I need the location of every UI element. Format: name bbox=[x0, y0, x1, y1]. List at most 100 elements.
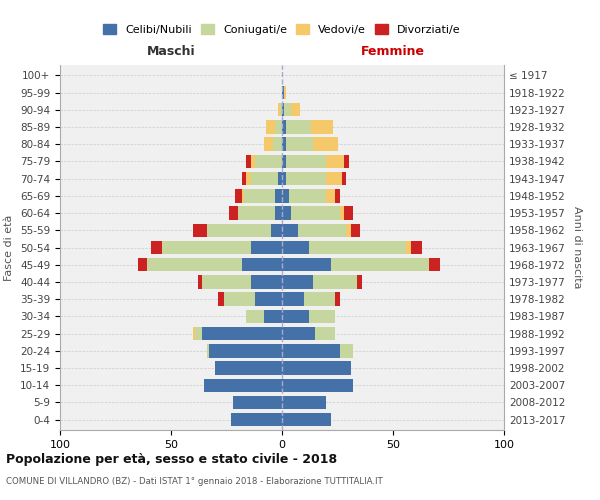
Bar bbox=[202, 327, 282, 340]
Bar bbox=[282, 120, 286, 134]
Bar bbox=[282, 138, 286, 151]
Bar bbox=[340, 344, 353, 358]
Bar bbox=[266, 120, 275, 134]
Bar bbox=[313, 275, 358, 288]
Bar bbox=[342, 172, 346, 186]
Bar bbox=[344, 154, 349, 168]
Bar bbox=[273, 138, 282, 151]
Bar bbox=[282, 327, 316, 340]
Bar bbox=[242, 258, 282, 272]
Bar bbox=[282, 413, 331, 426]
Bar bbox=[275, 189, 282, 202]
Bar bbox=[242, 172, 247, 186]
Bar bbox=[251, 275, 282, 288]
Bar bbox=[326, 154, 344, 168]
Bar bbox=[278, 103, 280, 117]
Bar bbox=[282, 378, 353, 392]
Bar bbox=[289, 189, 326, 202]
Bar bbox=[286, 154, 326, 168]
Bar bbox=[282, 86, 284, 100]
Bar bbox=[275, 120, 282, 134]
Bar bbox=[204, 378, 282, 392]
Bar bbox=[264, 310, 282, 323]
Bar bbox=[282, 206, 291, 220]
Bar bbox=[282, 344, 340, 358]
Y-axis label: Fasce di età: Fasce di età bbox=[4, 214, 14, 280]
Bar bbox=[282, 224, 298, 237]
Bar bbox=[282, 310, 308, 323]
Y-axis label: Anni di nascita: Anni di nascita bbox=[572, 206, 582, 289]
Bar bbox=[406, 241, 411, 254]
Bar bbox=[224, 292, 256, 306]
Bar bbox=[286, 172, 326, 186]
Bar bbox=[286, 120, 311, 134]
Bar bbox=[193, 327, 196, 340]
Bar bbox=[197, 275, 202, 288]
Bar bbox=[282, 258, 331, 272]
Bar bbox=[193, 224, 206, 237]
Bar bbox=[326, 172, 342, 186]
Bar bbox=[282, 189, 289, 202]
Bar bbox=[162, 241, 251, 254]
Bar bbox=[291, 206, 340, 220]
Bar bbox=[251, 241, 282, 254]
Text: Femmine: Femmine bbox=[361, 44, 425, 58]
Bar bbox=[282, 154, 286, 168]
Bar bbox=[411, 241, 422, 254]
Bar bbox=[316, 327, 335, 340]
Bar bbox=[247, 154, 251, 168]
Bar bbox=[282, 172, 286, 186]
Bar bbox=[358, 275, 362, 288]
Bar bbox=[351, 224, 360, 237]
Bar bbox=[282, 396, 326, 409]
Bar bbox=[151, 241, 162, 254]
Bar bbox=[304, 292, 335, 306]
Bar bbox=[244, 189, 275, 202]
Bar bbox=[428, 258, 440, 272]
Bar bbox=[206, 224, 271, 237]
Bar bbox=[209, 344, 282, 358]
Bar bbox=[278, 172, 282, 186]
Text: COMUNE DI VILLANDRO (BZ) - Dati ISTAT 1° gennaio 2018 - Elaborazione TUTTITALIA.: COMUNE DI VILLANDRO (BZ) - Dati ISTAT 1°… bbox=[6, 478, 383, 486]
Bar bbox=[282, 103, 284, 117]
Bar bbox=[282, 292, 304, 306]
Bar bbox=[346, 224, 351, 237]
Bar bbox=[344, 206, 353, 220]
Bar bbox=[256, 154, 282, 168]
Bar bbox=[251, 154, 256, 168]
Bar bbox=[247, 310, 264, 323]
Text: Maschi: Maschi bbox=[146, 44, 196, 58]
Bar bbox=[282, 362, 351, 374]
Bar bbox=[238, 206, 275, 220]
Bar bbox=[218, 292, 224, 306]
Bar bbox=[242, 189, 244, 202]
Bar bbox=[331, 258, 428, 272]
Bar bbox=[340, 206, 344, 220]
Bar bbox=[286, 138, 313, 151]
Bar bbox=[284, 86, 286, 100]
Bar bbox=[291, 103, 300, 117]
Text: Popolazione per età, sesso e stato civile - 2018: Popolazione per età, sesso e stato civil… bbox=[6, 452, 337, 466]
Bar bbox=[282, 241, 308, 254]
Bar bbox=[275, 206, 282, 220]
Bar bbox=[138, 258, 146, 272]
Bar bbox=[247, 172, 251, 186]
Bar bbox=[251, 172, 278, 186]
Bar bbox=[284, 103, 291, 117]
Bar bbox=[271, 224, 282, 237]
Bar bbox=[215, 362, 282, 374]
Bar bbox=[233, 396, 282, 409]
Bar bbox=[256, 292, 282, 306]
Bar bbox=[235, 189, 242, 202]
Bar bbox=[206, 344, 209, 358]
Legend: Celibi/Nubili, Coniugati/e, Vedovi/e, Divorziati/e: Celibi/Nubili, Coniugati/e, Vedovi/e, Di… bbox=[99, 20, 465, 39]
Bar bbox=[308, 241, 406, 254]
Bar bbox=[229, 206, 238, 220]
Bar bbox=[146, 258, 242, 272]
Bar bbox=[335, 189, 340, 202]
Bar bbox=[313, 138, 337, 151]
Bar bbox=[264, 138, 273, 151]
Bar bbox=[282, 275, 313, 288]
Bar bbox=[196, 327, 202, 340]
Bar bbox=[298, 224, 346, 237]
